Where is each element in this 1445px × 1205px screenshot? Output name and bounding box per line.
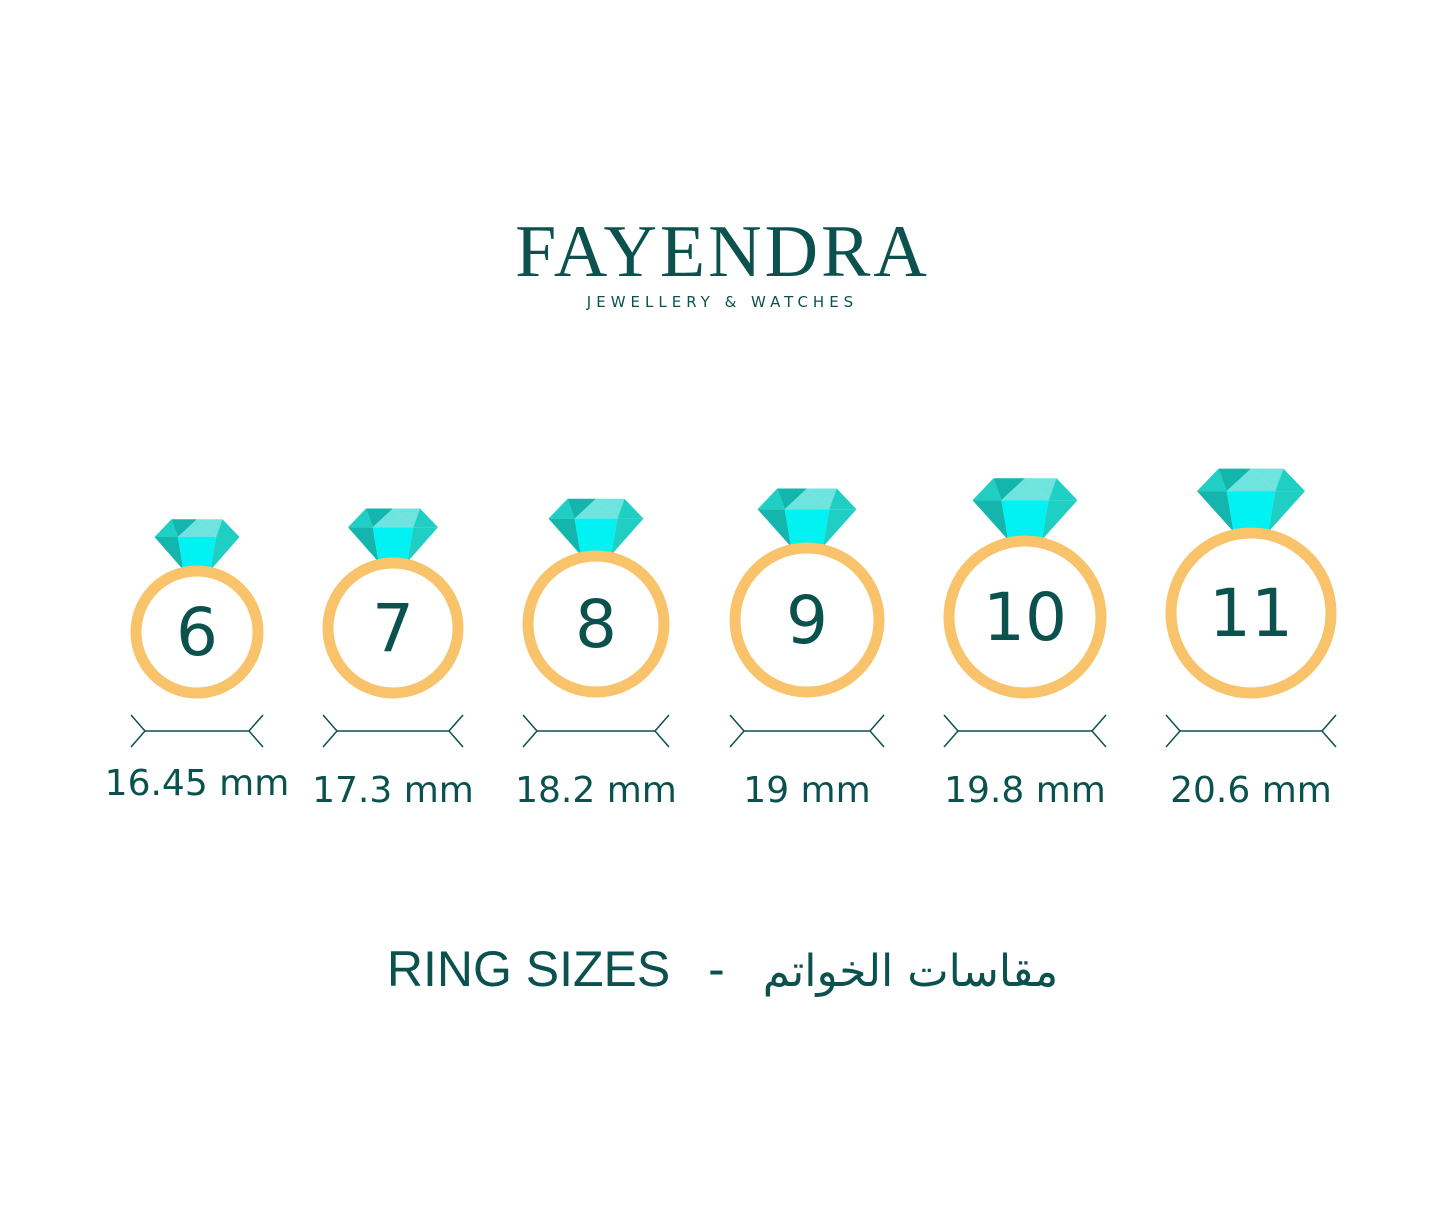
gem-facet bbox=[972, 478, 1002, 501]
ring-size-number: 11 bbox=[1209, 575, 1293, 652]
ring-size-number: 8 bbox=[575, 586, 617, 663]
brand-tagline: JEWELLERY & WATCHES bbox=[586, 293, 859, 311]
gem-facet bbox=[171, 519, 197, 538]
ring-size-number: 10 bbox=[983, 579, 1067, 656]
measure-arrow-left bbox=[322, 714, 338, 748]
measure-arrow-right bbox=[1321, 714, 1337, 748]
gem-facet bbox=[372, 508, 414, 528]
ring-band bbox=[322, 557, 464, 699]
gem-facet bbox=[1226, 491, 1276, 532]
gem-facet bbox=[784, 488, 830, 510]
gem-facet bbox=[1197, 468, 1227, 492]
gem-facet bbox=[366, 508, 393, 528]
title-separator: - bbox=[708, 941, 725, 997]
gem-facet bbox=[757, 488, 785, 510]
gem-facet bbox=[1197, 491, 1234, 532]
gem-facet bbox=[972, 500, 1009, 540]
gem-facet bbox=[216, 519, 240, 538]
gem-facet bbox=[567, 498, 596, 519]
gem-facet bbox=[574, 518, 618, 555]
ring-band bbox=[729, 542, 885, 698]
gem-facet bbox=[548, 518, 581, 555]
measure-arrow-left bbox=[729, 714, 745, 748]
ring-diameter-label: 20.6 mm bbox=[1170, 770, 1332, 811]
gem-facet bbox=[1041, 500, 1078, 540]
ring-diameter-label: 19.8 mm bbox=[944, 770, 1106, 811]
gem-facet bbox=[372, 527, 414, 562]
gem-facet bbox=[154, 537, 184, 570]
brand-logo: FAYENDRA bbox=[515, 211, 930, 293]
gem-facet bbox=[393, 508, 420, 528]
gem-facet bbox=[1001, 478, 1049, 501]
page-title: RING SIZES - مقاسات الخواتم bbox=[0, 940, 1445, 998]
ring-size-number: 7 bbox=[372, 590, 414, 667]
ring-diameter-label: 17.3 mm bbox=[312, 770, 474, 811]
measure-arrow-left bbox=[522, 714, 538, 748]
gem-facet bbox=[407, 527, 438, 562]
gem-facet bbox=[807, 488, 837, 510]
measure-arrow-left bbox=[130, 714, 146, 748]
gem-facet bbox=[177, 537, 217, 570]
gem-facet bbox=[617, 498, 644, 519]
measure-arrow-right bbox=[654, 714, 670, 748]
gem-facet bbox=[784, 509, 830, 547]
ring-band bbox=[130, 565, 264, 699]
ring-band bbox=[522, 550, 670, 698]
gem-facet bbox=[1226, 468, 1276, 492]
gem-facet bbox=[413, 508, 438, 528]
gem-facet bbox=[177, 519, 217, 538]
gem-facet bbox=[154, 519, 178, 538]
gem-facet bbox=[197, 519, 223, 538]
measure-arrow-right bbox=[869, 714, 885, 748]
ring-size-number: 9 bbox=[786, 582, 828, 659]
ring-size-number: 6 bbox=[176, 594, 218, 671]
gem-facet bbox=[1048, 478, 1078, 501]
gem-facet bbox=[757, 509, 792, 547]
measure-arrow-right bbox=[1091, 714, 1107, 748]
title-arabic: مقاسات الخواتم bbox=[762, 946, 1059, 997]
ring-diameter-label: 16.45 mm bbox=[105, 763, 290, 804]
gem-facet bbox=[822, 509, 857, 547]
gem-facet bbox=[1275, 468, 1305, 492]
gem-facet bbox=[1001, 500, 1049, 540]
gem-facet bbox=[611, 518, 644, 555]
gem-facet bbox=[993, 478, 1025, 501]
gem-facet bbox=[829, 488, 857, 510]
gem-facet bbox=[348, 508, 373, 528]
ring-band bbox=[943, 535, 1107, 699]
gem-facet bbox=[1251, 468, 1284, 492]
gem-facet bbox=[777, 488, 807, 510]
gem-facet bbox=[574, 498, 618, 519]
ring-diameter-label: 18.2 mm bbox=[515, 770, 677, 811]
measure-arrow-left bbox=[1165, 714, 1181, 748]
measure-arrow-right bbox=[448, 714, 464, 748]
ring-band bbox=[1165, 527, 1337, 699]
ring-diameter-label: 19 mm bbox=[743, 770, 870, 811]
title-english: RING SIZES bbox=[386, 941, 671, 997]
gem-facet bbox=[1268, 491, 1305, 532]
measure-arrow-right bbox=[248, 714, 264, 748]
gem-facet bbox=[348, 527, 379, 562]
gem-facet bbox=[210, 537, 240, 570]
gem-facet bbox=[1025, 478, 1057, 501]
gem-facet bbox=[596, 498, 625, 519]
gem-facet bbox=[1218, 468, 1251, 492]
measure-arrow-left bbox=[943, 714, 959, 748]
gem-facet bbox=[548, 498, 575, 519]
